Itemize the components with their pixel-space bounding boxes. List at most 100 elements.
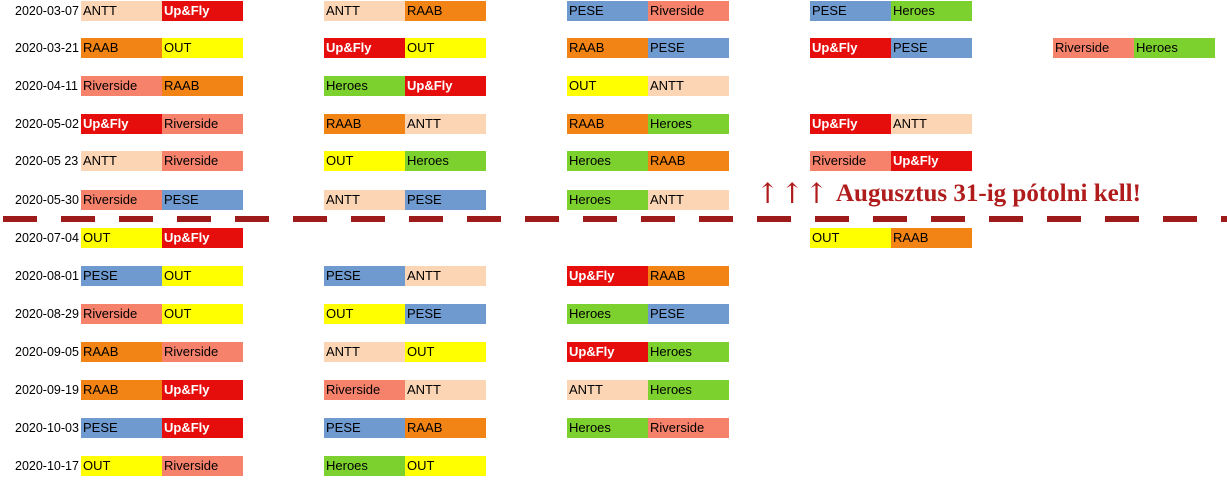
match-date: 2020-10-17: [15, 459, 79, 473]
team-cell-out: OUT: [324, 304, 405, 324]
team-cell-out: OUT: [567, 76, 648, 96]
schedule-row: 2020-03-21 RAAB OUT Up&Fly OUT RAAB PESE Up&Fly…: [0, 38, 1227, 58]
team-cell-raab: RAAB: [891, 228, 972, 248]
team-cell-riverside: Riverside: [324, 380, 405, 400]
team-cell-riverside: Riverside: [81, 76, 162, 96]
team-cell-raab: RAAB: [81, 38, 162, 58]
schedule-row: 2020-08-01 PESE OUT PESE ANTT Up&Fly RAAB: [0, 266, 1227, 286]
team-cell-heroes: Heroes: [405, 151, 486, 171]
team-cell-pese: PESE: [648, 304, 729, 324]
team-cell-antt: ANTT: [81, 151, 162, 171]
team-cell-pese: PESE: [324, 418, 405, 438]
team-cell-out: OUT: [162, 304, 243, 324]
team-cell-heroes: Heroes: [1134, 38, 1215, 58]
team-cell-out: OUT: [324, 151, 405, 171]
schedule-row: 2020-05-30 Riverside PESE ANTT PESE Heroes ANT…: [0, 190, 1227, 210]
team-cell-antt: ANTT: [648, 76, 729, 96]
team-cell-raab: RAAB: [162, 76, 243, 96]
schedule-row: 2020-05-02 Up&Fly Riverside RAAB ANTT RAAB Her…: [0, 114, 1227, 134]
team-cell-raab: RAAB: [567, 114, 648, 134]
schedule-row: 2020-10-17 OUT Riverside Heroes OUT: [0, 456, 1227, 476]
schedule-row: 2020-10-03 PESE Up&Fly PESE RAAB Heroes Rivers…: [0, 418, 1227, 438]
postponement-warning-text: Augusztus 31-ig pótolni kell!: [836, 180, 1141, 207]
team-cell-heroes: Heroes: [567, 151, 648, 171]
team-cell-up-fly: Up&Fly: [405, 76, 486, 96]
team-cell-riverside: Riverside: [648, 418, 729, 438]
team-cell-heroes: Heroes: [891, 1, 972, 21]
team-cell-riverside: Riverside: [810, 151, 891, 171]
team-cell-raab: RAAB: [324, 114, 405, 134]
team-cell-out: OUT: [405, 342, 486, 362]
team-cell-heroes: Heroes: [648, 342, 729, 362]
team-cell-antt: ANTT: [324, 1, 405, 21]
match-date: 2020-08-29: [15, 307, 79, 321]
team-cell-antt: ANTT: [648, 190, 729, 210]
match-date: 2020-05-02: [15, 117, 79, 131]
schedule-row: 2020-05 23 ANTT Riverside OUT Heroes Heroes RA…: [0, 151, 1227, 171]
team-cell-up-fly: Up&Fly: [162, 1, 243, 21]
schedule-row: 2020-07-04 OUT Up&Fly OUT RAAB: [0, 228, 1227, 248]
team-cell-pese: PESE: [162, 190, 243, 210]
match-date: 2020-05 23: [15, 154, 79, 168]
schedule-row: 2020-09-05 RAAB Riverside ANTT OUT Up&Fly Hero…: [0, 342, 1227, 362]
team-cell-heroes: Heroes: [648, 380, 729, 400]
team-cell-raab: RAAB: [405, 1, 486, 21]
team-cell-antt: ANTT: [405, 380, 486, 400]
team-cell-up-fly: Up&Fly: [162, 418, 243, 438]
team-cell-riverside: Riverside: [81, 190, 162, 210]
team-cell-riverside: Riverside: [81, 304, 162, 324]
team-cell-pese: PESE: [891, 38, 972, 58]
schedule-row: 2020-04-11 Riverside RAAB Heroes Up&Fly OUT AN…: [0, 76, 1227, 96]
team-cell-out: OUT: [405, 456, 486, 476]
team-cell-up-fly: Up&Fly: [810, 38, 891, 58]
team-cell-out: OUT: [81, 228, 162, 248]
match-date: 2020-03-07: [15, 4, 79, 18]
team-cell-raab: RAAB: [567, 38, 648, 58]
match-date: 2020-09-19: [15, 383, 79, 397]
team-cell-up-fly: Up&Fly: [81, 114, 162, 134]
team-cell-pese: PESE: [405, 304, 486, 324]
team-cell-antt: ANTT: [324, 342, 405, 362]
match-date: 2020-10-03: [15, 421, 79, 435]
team-cell-antt: ANTT: [324, 190, 405, 210]
team-cell-pese: PESE: [81, 418, 162, 438]
team-cell-pese: PESE: [405, 190, 486, 210]
match-date: 2020-09-05: [15, 345, 79, 359]
team-cell-raab: RAAB: [81, 380, 162, 400]
team-cell-pese: PESE: [81, 266, 162, 286]
match-date: 2020-04-11: [15, 79, 79, 93]
team-cell-antt: ANTT: [891, 114, 972, 134]
team-cell-heroes: Heroes: [567, 418, 648, 438]
team-cell-antt: ANTT: [567, 380, 648, 400]
team-cell-raab: RAAB: [648, 151, 729, 171]
team-cell-out: OUT: [405, 38, 486, 58]
team-cell-heroes: Heroes: [648, 114, 729, 134]
team-cell-riverside: Riverside: [162, 342, 243, 362]
team-cell-up-fly: Up&Fly: [567, 266, 648, 286]
team-cell-antt: ANTT: [81, 1, 162, 21]
team-cell-riverside: Riverside: [162, 151, 243, 171]
team-cell-out: OUT: [81, 456, 162, 476]
team-cell-up-fly: Up&Fly: [891, 151, 972, 171]
team-cell-up-fly: Up&Fly: [324, 38, 405, 58]
schedule-row: 2020-09-19 RAAB Up&Fly Riverside ANTT ANTT Her…: [0, 380, 1227, 400]
team-cell-heroes: Heroes: [567, 190, 648, 210]
team-cell-out: OUT: [162, 266, 243, 286]
team-cell-up-fly: Up&Fly: [567, 342, 648, 362]
team-cell-pese: PESE: [324, 266, 405, 286]
match-date: 2020-03-21: [15, 41, 79, 55]
team-cell-raab: RAAB: [81, 342, 162, 362]
up-arrows-icon: ↑↑↑: [756, 177, 830, 210]
team-cell-out: OUT: [810, 228, 891, 248]
postponement-separator-line: [3, 216, 1227, 222]
team-cell-riverside: Riverside: [648, 1, 729, 21]
team-cell-pese: PESE: [648, 38, 729, 58]
team-cell-pese: PESE: [810, 1, 891, 21]
team-cell-heroes: Heroes: [567, 304, 648, 324]
team-cell-up-fly: Up&Fly: [810, 114, 891, 134]
team-cell-riverside: Riverside: [1053, 38, 1134, 58]
team-cell-heroes: Heroes: [324, 76, 405, 96]
team-cell-riverside: Riverside: [162, 114, 243, 134]
schedule-row: 2020-08-29 Riverside OUT OUT PESE Heroes PESE: [0, 304, 1227, 324]
schedule-row: 2020-03-07 ANTT Up&Fly ANTT RAAB PESE Riversid…: [0, 1, 1227, 21]
